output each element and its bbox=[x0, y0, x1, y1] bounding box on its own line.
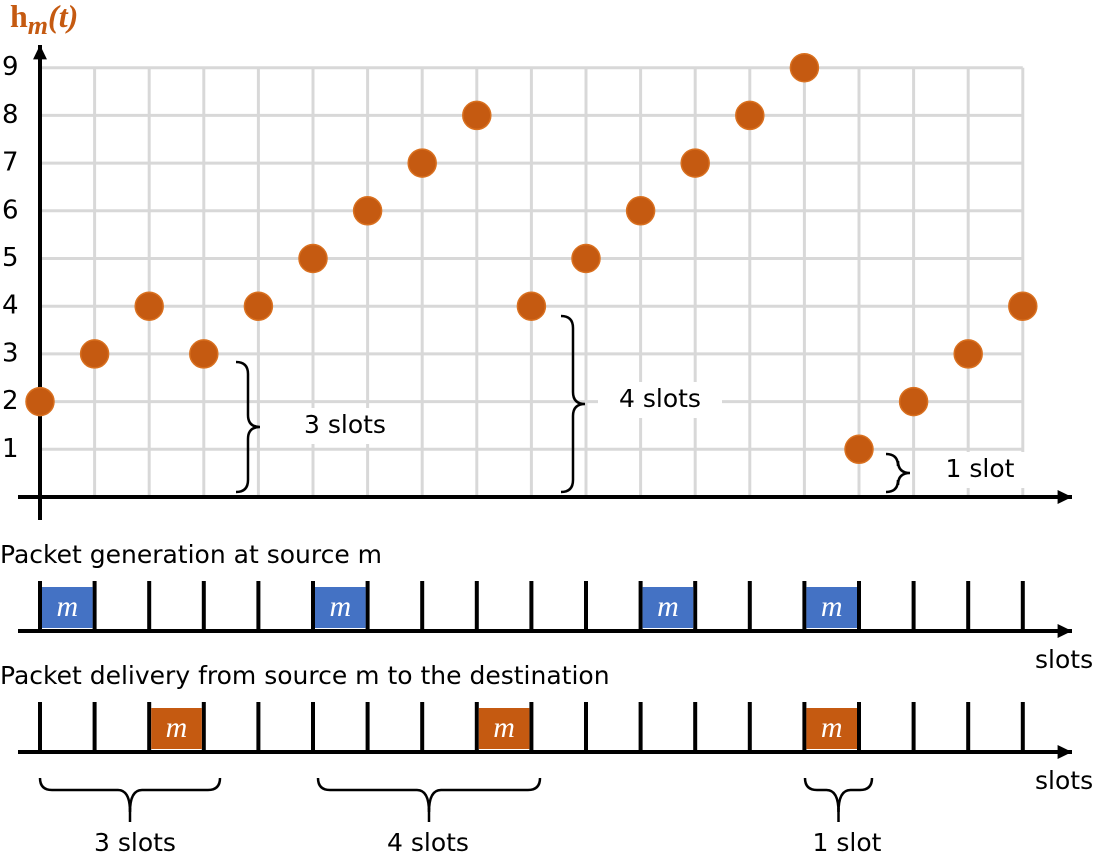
packet-label: m bbox=[56, 590, 78, 623]
packet-label: m bbox=[657, 590, 679, 623]
point bbox=[844, 434, 874, 465]
packet bbox=[151, 708, 202, 749]
packet bbox=[806, 587, 857, 628]
point bbox=[243, 291, 274, 321]
packet bbox=[42, 587, 93, 628]
gap-label: 3 slots bbox=[94, 828, 176, 857]
point bbox=[516, 291, 547, 321]
y-label-sub: m bbox=[28, 11, 48, 40]
packet-label: m bbox=[329, 590, 351, 623]
packet bbox=[642, 587, 694, 628]
point bbox=[1008, 291, 1038, 321]
packet bbox=[478, 708, 530, 749]
brace bbox=[885, 452, 911, 494]
point bbox=[352, 196, 383, 226]
annotation-label: 1 slot bbox=[946, 454, 1015, 483]
point bbox=[571, 243, 601, 274]
brace bbox=[316, 777, 542, 813]
y-label-arg: (t) bbox=[48, 0, 78, 34]
gap-label: 1 slot bbox=[813, 828, 882, 857]
brace bbox=[235, 360, 261, 494]
label-bg bbox=[283, 408, 407, 444]
annotation-label: 3 slots bbox=[304, 410, 386, 439]
generation-axis-head bbox=[1057, 624, 1072, 638]
point bbox=[898, 386, 929, 417]
packet-label: m bbox=[821, 590, 843, 623]
gap-label: 4 slots bbox=[387, 828, 469, 857]
y-tick-label: 6 bbox=[2, 195, 19, 225]
brace bbox=[560, 314, 586, 494]
y-tick-label: 9 bbox=[2, 52, 19, 82]
point bbox=[79, 339, 110, 369]
packet-label: m bbox=[166, 711, 188, 744]
packet-label: m bbox=[493, 711, 515, 744]
point bbox=[680, 148, 710, 178]
y-tick-label: 7 bbox=[2, 148, 19, 178]
point bbox=[134, 291, 164, 321]
generation-axis-label: slots bbox=[1035, 645, 1093, 674]
point bbox=[25, 386, 55, 417]
point bbox=[953, 339, 983, 369]
annotation-label: 4 slots bbox=[619, 384, 701, 413]
packet-label: m bbox=[821, 711, 843, 744]
delivery-axis-label: slots bbox=[1035, 766, 1093, 795]
y-axis-head bbox=[33, 45, 47, 60]
brace bbox=[38, 777, 222, 813]
y-tick-label: 2 bbox=[2, 386, 19, 416]
point bbox=[298, 243, 328, 274]
delivery-axis-head bbox=[1057, 745, 1072, 759]
point bbox=[735, 100, 765, 131]
y-tick-label: 8 bbox=[2, 100, 19, 130]
x-axis-head bbox=[1057, 490, 1072, 504]
label-bg bbox=[918, 452, 1042, 488]
point bbox=[625, 196, 656, 226]
delivery-title: Packet delivery from source m to the des… bbox=[0, 661, 610, 690]
y-tick-label: 3 bbox=[2, 338, 19, 368]
generation-title: Packet generation at source m bbox=[0, 540, 382, 569]
y-label-main: h bbox=[10, 0, 28, 34]
packet bbox=[806, 708, 857, 749]
point bbox=[407, 148, 437, 178]
label-bg bbox=[598, 382, 722, 418]
y-tick-label: 1 bbox=[2, 434, 19, 464]
y-axis-label: hm(t) bbox=[10, 0, 78, 40]
point bbox=[462, 100, 492, 131]
y-tick-label: 5 bbox=[2, 243, 19, 273]
packet bbox=[315, 587, 366, 628]
point bbox=[189, 339, 219, 369]
brace bbox=[803, 777, 874, 813]
point bbox=[789, 52, 820, 83]
y-tick-label: 4 bbox=[2, 291, 19, 321]
